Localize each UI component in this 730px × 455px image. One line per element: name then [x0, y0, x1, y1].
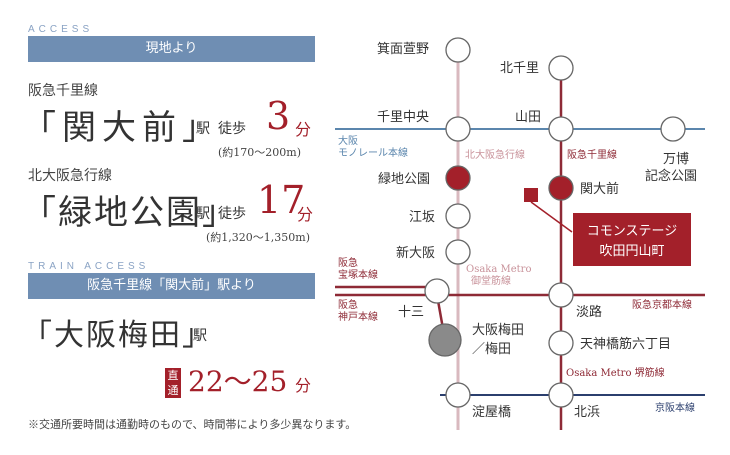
train-access-caption: TRAIN ACCESS	[28, 261, 150, 272]
label-banpaku-2: 記念公園	[645, 168, 697, 184]
property-box	[573, 213, 691, 266]
label-yodoyabashi: 淀屋橋	[472, 405, 511, 420]
access-bar: 現地より	[28, 36, 315, 62]
station-kitasenri	[548, 55, 574, 81]
label-yamada: 山田	[515, 110, 541, 125]
label-sakaisuji: Osaka Metro 堺筋線	[566, 366, 665, 379]
label-kobe-2: 神戸本線	[338, 310, 378, 323]
label-keihan: 京阪本線	[655, 401, 695, 414]
station-kitahama	[548, 382, 574, 408]
property-marker	[524, 188, 538, 202]
station-yamada	[548, 116, 574, 142]
label-tenroku: 天神橋筋六丁目	[580, 336, 671, 352]
station-tenroku	[548, 330, 574, 356]
label-umeda-2: ／梅田	[472, 342, 511, 357]
property-label-2: 吹田円山町	[599, 244, 664, 259]
property-label-1: コモンステージ	[587, 224, 677, 239]
station-umeda	[428, 323, 462, 357]
label-ryokuchi: 緑地公園	[378, 172, 430, 187]
label-kitakyu: 北大阪急行線	[465, 148, 525, 161]
direct-badge: 直通	[165, 368, 181, 398]
station-kandaimae	[548, 175, 574, 201]
label-kitahama: 北浜	[574, 405, 600, 420]
access-caption: ACCESS	[28, 24, 94, 35]
station-banpaku	[660, 116, 686, 142]
label-takarazuka-2: 宝塚本線	[338, 268, 378, 281]
route2-distance: (約1,320〜1,350m)	[206, 231, 310, 244]
label-monorail-2: モノレール本線	[338, 146, 408, 159]
station-senri-chuo	[445, 116, 471, 142]
label-shinosaka: 新大阪	[396, 245, 435, 261]
label-umeda-1: 大阪梅田	[472, 323, 524, 338]
station-awaji	[548, 282, 574, 308]
label-senri-chuo: 千里中央	[377, 110, 429, 125]
property-pointer	[530, 201, 573, 233]
station-yodoyabashi	[445, 382, 471, 408]
station-ryokuchi	[445, 165, 471, 191]
route1-unit: 分	[295, 120, 312, 139]
destination-suffix: 駅	[193, 328, 207, 344]
route1-line: 阪急千里線	[28, 83, 98, 99]
travel-time: 22〜25	[188, 365, 288, 398]
label-minoh: 箕面萱野	[377, 41, 429, 57]
label-midosuji-2: 御堂筋線	[471, 274, 511, 287]
route1-walk: 徒歩	[218, 121, 246, 137]
label-monorail-1: 大阪	[338, 134, 358, 147]
route1-minutes: 3	[266, 94, 291, 138]
route2-minutes: 17	[257, 178, 306, 222]
footnote: ※交通所要時間は通勤時のもので、時間帯により多少異なります。	[28, 418, 357, 431]
travel-time-unit: 分	[295, 376, 312, 395]
route2-line: 北大阪急行線	[28, 168, 112, 184]
train-access-bar: 阪急千里線「関大前」駅より	[28, 273, 315, 299]
label-esaka: 江坂	[409, 210, 435, 225]
label-banpaku-1: 万博	[663, 152, 689, 167]
label-kandaimae: 関大前	[580, 181, 619, 197]
label-senri: 阪急千里線	[567, 148, 617, 161]
label-takarazuka-1: 阪急	[338, 256, 358, 269]
label-kyoto: 阪急京都本線	[632, 298, 692, 311]
route1-station: 「関大前」	[22, 108, 222, 148]
station-minoh	[445, 37, 471, 63]
route2-suffix: 駅	[196, 206, 210, 222]
route1-suffix: 駅	[196, 121, 210, 137]
route2-walk: 徒歩	[218, 206, 246, 222]
route2-unit: 分	[297, 205, 314, 224]
station-juso	[424, 278, 450, 304]
label-midosuji-1: Osaka Metro	[466, 264, 531, 275]
destination-station: 「大阪梅田」	[22, 318, 214, 353]
station-shinosaka	[445, 239, 471, 265]
label-awaji: 淡路	[576, 304, 602, 320]
label-kobe-1: 阪急	[338, 298, 358, 311]
route1-distance: (約170〜200m)	[218, 146, 302, 159]
station-esaka	[445, 203, 471, 229]
label-kitasenri: 北千里	[500, 61, 539, 76]
route2-station: 「緑地公園」	[22, 193, 238, 233]
label-juso: 十三	[398, 305, 424, 320]
